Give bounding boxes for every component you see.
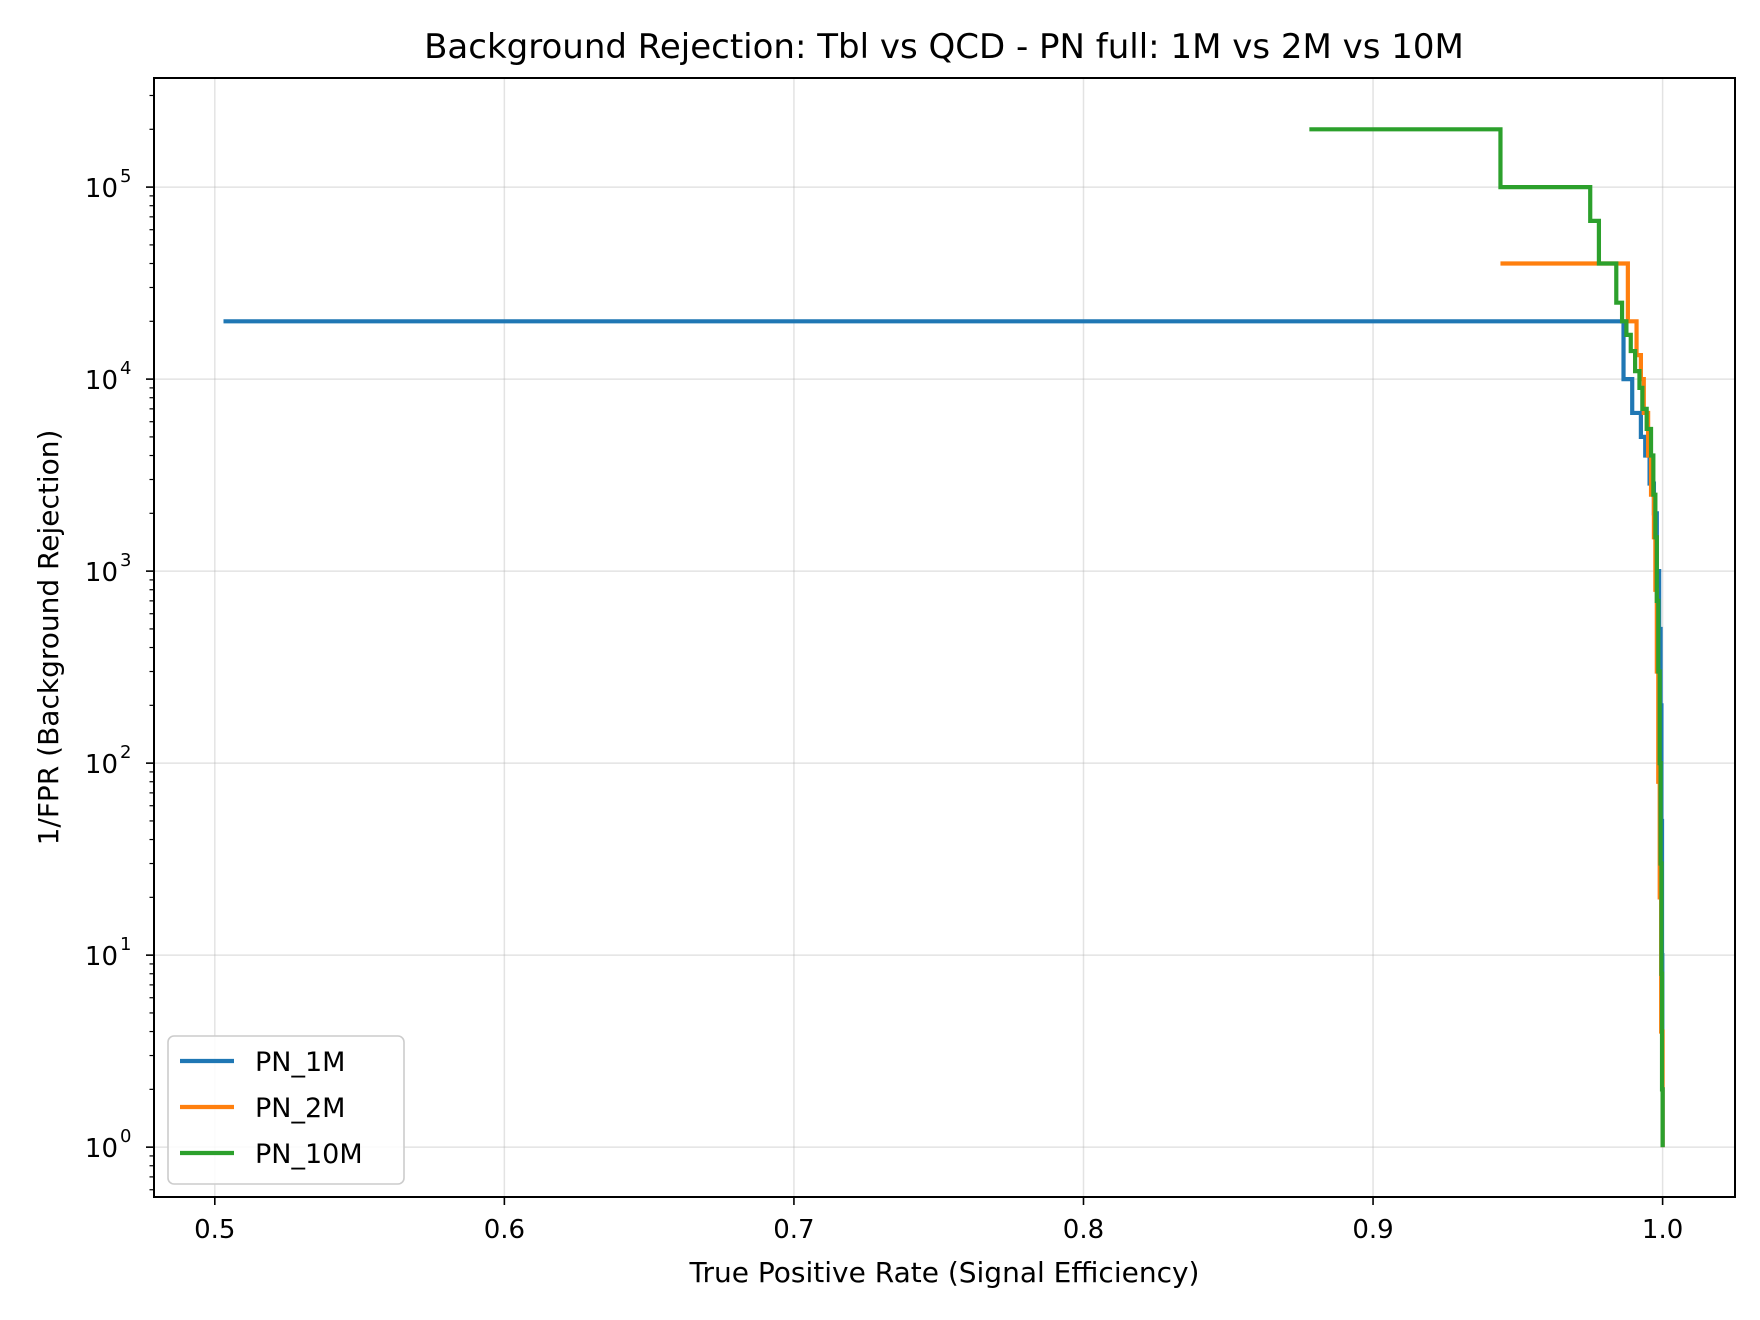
y-axis-label: 1/FPR (Background Rejection) (32, 430, 65, 846)
y-tick-exponent: 3 (120, 550, 131, 571)
y-tick-exponent: 5 (120, 166, 131, 187)
y-tick-label: 10 (85, 174, 118, 204)
x-tick-label: 0.9 (1352, 1215, 1393, 1245)
series-line-pn-2m (1500, 261, 1665, 1148)
y-tick-label: 10 (85, 558, 118, 588)
x-tick-label: 0.8 (1063, 1215, 1104, 1245)
legend-label: PN_2M (255, 1093, 345, 1124)
y-tick-exponent: 2 (120, 742, 131, 763)
x-tick-label: 0.7 (773, 1215, 814, 1245)
chart-title: Background Rejection: Tbl vs QCD - PN fu… (424, 27, 1464, 67)
legend-label: PN_10M (255, 1139, 363, 1170)
series-line-pn-1m (223, 319, 1665, 1148)
grid (154, 78, 1735, 1197)
y-tick-label: 10 (85, 366, 118, 396)
x-tick-label: 0.5 (194, 1215, 235, 1245)
y-tick-label: 10 (85, 1134, 118, 1164)
legend: PN_1M PN_2M PN_10M (167, 1035, 405, 1185)
legend-label: PN_1M (255, 1047, 345, 1078)
plot-frame (153, 77, 1736, 1198)
y-tick-label: 10 (85, 750, 118, 780)
y-tick-exponent: 0 (120, 1126, 131, 1147)
series-line-pn-10m (1309, 127, 1665, 1148)
legend-box (167, 1035, 405, 1185)
x-tick-label: 0.6 (484, 1215, 525, 1245)
y-tick-label: 10 (85, 942, 118, 972)
y-tick-exponent: 1 (120, 934, 131, 955)
y-tick-exponent: 4 (120, 358, 131, 379)
x-axis-label: True Positive Rate (Signal Efficiency) (689, 1256, 1200, 1289)
series-lines (223, 127, 1665, 1148)
x-axis-ticks: 0.5 0.6 0.7 0.8 0.9 1.0 (194, 1197, 1683, 1245)
x-tick-label: 1.0 (1642, 1215, 1683, 1245)
